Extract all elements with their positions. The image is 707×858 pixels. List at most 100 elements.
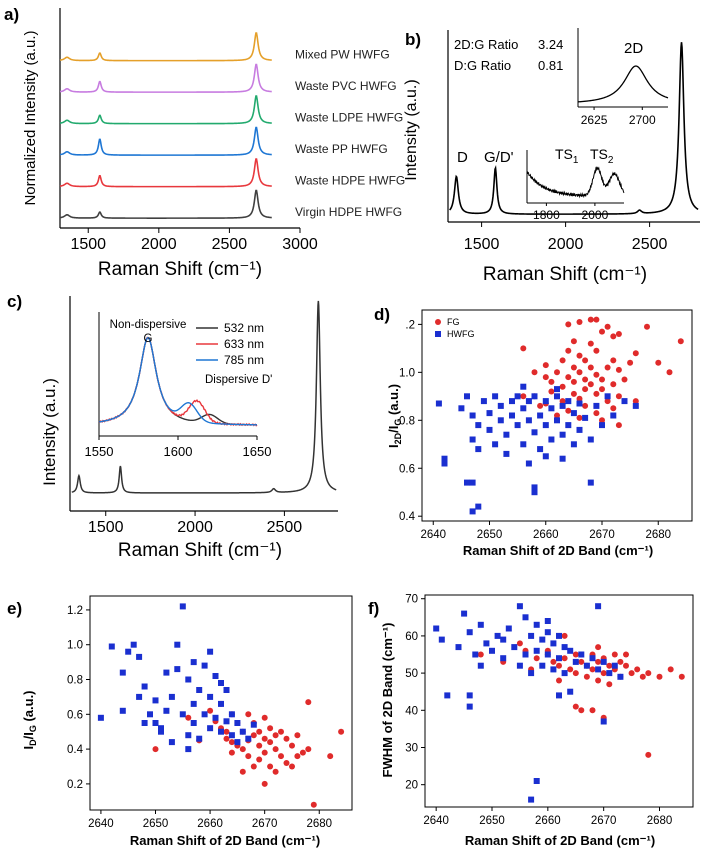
x-tick-label: 1600 (164, 444, 193, 459)
hwfg-point (531, 489, 538, 496)
hwfg-point (500, 655, 507, 662)
hwfg-point (492, 441, 499, 448)
panel-c-x-axis-label: Raman Shift (cm⁻¹) (118, 540, 282, 561)
inset-2d-line (577, 65, 669, 103)
spectrum-line-mixed-pw-hwfg (59, 32, 272, 62)
hwfg-point (531, 429, 538, 436)
hwfg-point (497, 417, 504, 424)
hwfg-point (533, 647, 540, 654)
panel-b-inset-2d: 2D 2625 2700 (577, 28, 669, 127)
hwfg-point (516, 603, 523, 610)
y-tick-label: 20 (405, 780, 418, 792)
fg-point (600, 670, 607, 677)
x-tick-label: 2660 (535, 815, 561, 827)
hwfg-point (179, 603, 186, 610)
panel-f-points (433, 603, 685, 803)
x-tick-label: 2700 (629, 113, 656, 127)
series-label-mixed-pw-hwfg: Mixed PW HWFG (295, 48, 390, 62)
fg-point (599, 386, 605, 393)
ratio-2d-g-value: 3.24 (538, 37, 563, 52)
hwfg-point (152, 697, 159, 704)
fg-point (542, 374, 549, 381)
fg-point (559, 398, 566, 405)
hwfg-point (559, 431, 566, 438)
ts1-label: TS1 (555, 146, 579, 166)
y-tick-label: 1.0 (399, 367, 415, 379)
inset-line-785-nm (98, 336, 258, 426)
hwfg-point (509, 398, 515, 405)
panel-b-inset-ts: 1800 2000 TS1 TS2 (526, 146, 625, 222)
fg-point (554, 369, 560, 376)
panel-b-x-ticks: 1500 2000 2500 (464, 222, 667, 253)
hwfg-point (250, 721, 257, 728)
hwfg-point (525, 417, 532, 424)
hwfg-point (537, 412, 544, 419)
hwfg-point (168, 693, 175, 700)
hwfg-point (147, 711, 153, 718)
fg-point (327, 753, 334, 760)
fg-point (639, 673, 646, 680)
hwfg-point (141, 683, 148, 690)
fg-point (615, 366, 622, 373)
fg-point (623, 651, 629, 658)
hwfg-point (600, 658, 607, 665)
hwfg-point (554, 393, 560, 400)
fg-point (576, 319, 583, 325)
ts2-label: TS2 (590, 146, 614, 166)
fg-point (537, 402, 544, 409)
fg-point (587, 316, 594, 323)
fg-point (556, 662, 562, 669)
fg-point (228, 739, 235, 746)
fg-point (272, 732, 279, 739)
fg-point (559, 383, 566, 390)
y-tick-label: 70 (405, 594, 418, 606)
x-tick-label: 2670 (591, 815, 617, 827)
fg-point (283, 760, 290, 766)
panel-b-y-axis-label: Intensity (a.u.) (403, 79, 420, 180)
fg-point (645, 751, 652, 758)
hwfg-point (611, 662, 618, 669)
x-tick-label: 2000 (177, 519, 213, 536)
hwfg-point (522, 651, 529, 658)
peak-d-label: D (457, 149, 468, 166)
hwfg-point (528, 796, 535, 803)
fg-point (582, 386, 589, 393)
x-tick-label: 2640 (423, 815, 449, 827)
hwfg-point (520, 405, 527, 412)
hwfg-point (190, 720, 197, 726)
fg-point (267, 763, 274, 770)
hwfg-point (136, 653, 143, 660)
fg-point (589, 666, 596, 673)
inset-ts-x-ticks: 1800 2000 (533, 203, 609, 222)
panel-d-label: d) (374, 305, 390, 324)
panel-a-x-axis-label: Raman Shift (cm⁻¹) (98, 259, 262, 280)
y-tick-label: 0.4 (67, 744, 84, 756)
fg-point (656, 673, 663, 680)
hwfg-point (576, 426, 583, 433)
fg-point (289, 742, 295, 749)
hwfg-point (483, 640, 490, 647)
fg-point (644, 323, 650, 330)
fg-point (261, 749, 268, 756)
legend-hwfg-label: HWFG (447, 329, 475, 339)
x-tick-label: 2670 (589, 529, 615, 541)
hwfg-point (475, 446, 482, 453)
hwfg-point (97, 714, 104, 721)
spectrum-line-virgin-hdpe-hwfg (59, 189, 272, 219)
fg-point (542, 362, 549, 369)
non-dispersive-label: Non-dispersive (110, 319, 187, 331)
panel-c-y-axis-label: Intensity (a.u.) (40, 378, 59, 486)
fg-point (589, 707, 596, 714)
hwfg-point (544, 629, 551, 636)
panel-e-points (97, 603, 345, 808)
hwfg-point (196, 735, 203, 742)
fg-point (250, 732, 257, 739)
hwfg-point (444, 692, 451, 699)
hwfg-point (525, 398, 532, 405)
hwfg-point (528, 632, 535, 639)
fg-point (561, 632, 568, 639)
hwfg-point (559, 402, 566, 409)
y-tick-label: 30 (405, 742, 418, 754)
fg-point (615, 331, 622, 337)
hwfg-point (245, 735, 252, 742)
